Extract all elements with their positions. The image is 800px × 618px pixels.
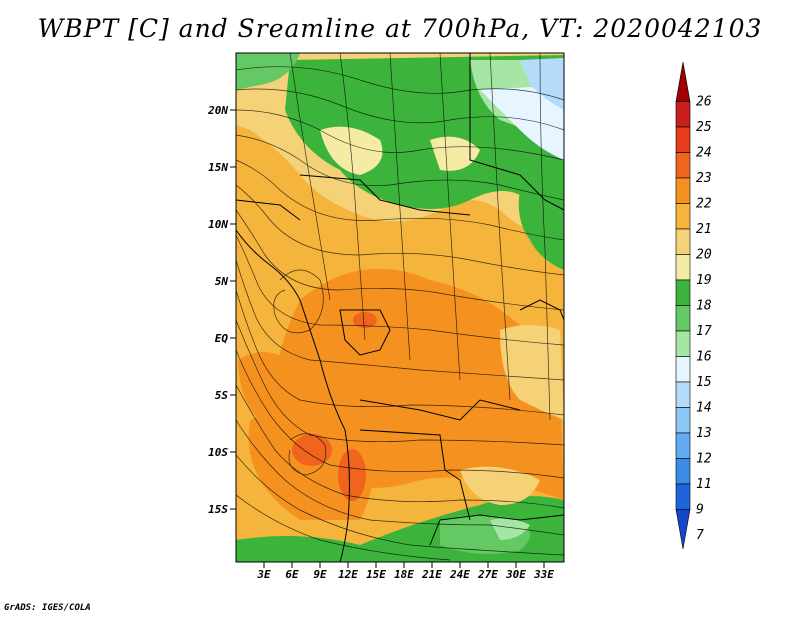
colorbar-label: 25 (696, 120, 712, 135)
lat-label: 10S (208, 446, 228, 459)
colorbar-label: 13 (696, 426, 712, 441)
lon-label: 12E (338, 568, 358, 581)
colorbar-swatch (675, 203, 691, 230)
colorbar-label: 26 (696, 95, 712, 110)
colorbar-swatch (675, 279, 691, 306)
lon-label: 3E (256, 568, 271, 581)
colorbar-label: 12 (696, 452, 712, 467)
lon-label: 27E (477, 568, 498, 581)
chart-title: WBPT [C] and Sreamline at 700hPa, VT: 20… (37, 14, 763, 43)
colorbar-swatch (675, 305, 691, 332)
lon-label: 6E (285, 568, 299, 581)
streamlines (236, 53, 564, 561)
country-borders (236, 53, 564, 562)
colorbar-label: 18 (696, 299, 712, 314)
colorbar-label: 7 (696, 528, 704, 543)
lon-label: 24E (449, 568, 470, 581)
latitude-axis: 20N 15N 10N 5N EQ 5S 10S 15S (207, 104, 236, 516)
colorbar-swatch (675, 483, 691, 510)
colorbar-swatch (675, 432, 691, 459)
colorbar-swatch (675, 126, 691, 153)
colorbar-swatch (675, 254, 691, 281)
colorbar-swatch (675, 177, 691, 204)
colorbar-swatch (675, 509, 691, 550)
lon-label: 18E (394, 568, 414, 581)
lat-label: 15S (208, 503, 228, 516)
colorbar-label: 24 (696, 146, 712, 161)
colorbar-label: 22 (696, 197, 712, 212)
lat-label: 5N (215, 275, 229, 288)
colorbar-swatch (675, 407, 691, 434)
colorbar-label: 14 (696, 401, 712, 416)
wbpt-field (236, 53, 564, 562)
colorbar-swatch (675, 152, 691, 179)
lon-label: 21E (421, 568, 442, 581)
map-frame (235, 52, 565, 563)
colorbar-label: 16 (696, 350, 712, 365)
colorbar-label: 9 (696, 503, 704, 518)
lon-label: 9E (313, 568, 327, 581)
lon-label: 30E (505, 568, 526, 581)
colorbar-swatch (675, 101, 691, 128)
colorbar-swatch (675, 228, 691, 255)
lat-label: 20N (207, 104, 228, 117)
colorbar-label: 21 (696, 222, 712, 237)
colorbar-label: 19 (696, 273, 712, 288)
lat-label: 5S (215, 389, 229, 402)
lon-label: 33E (533, 568, 554, 581)
lat-label: 15N (208, 161, 228, 174)
colorbar-swatch (675, 61, 691, 102)
colorbar-swatch (675, 381, 691, 408)
colorbar-swatch (675, 458, 691, 485)
colorbar-label: 23 (696, 171, 712, 186)
colorbar-swatch (675, 356, 691, 383)
longitude-axis: 3E 6E 9E 12E 15E 18E 21E 24E 27E 30E 33E (256, 562, 554, 581)
colorbar-label: 15 (696, 375, 712, 390)
colorbar-swatch (675, 330, 691, 357)
colorbar-label: 11 (696, 477, 712, 492)
footer-credit: GrADS: IGES/COLA (4, 603, 91, 613)
lat-label: EQ (215, 332, 229, 345)
lat-label: 10N (208, 218, 228, 231)
colorbar: 26 25 24 23 22 21 20 19 18 17 16 15 14 13 12 11 9 7 (675, 61, 712, 550)
colorbar-label: 20 (696, 248, 712, 263)
colorbar-label: 17 (696, 324, 712, 339)
lon-label: 15E (366, 568, 386, 581)
